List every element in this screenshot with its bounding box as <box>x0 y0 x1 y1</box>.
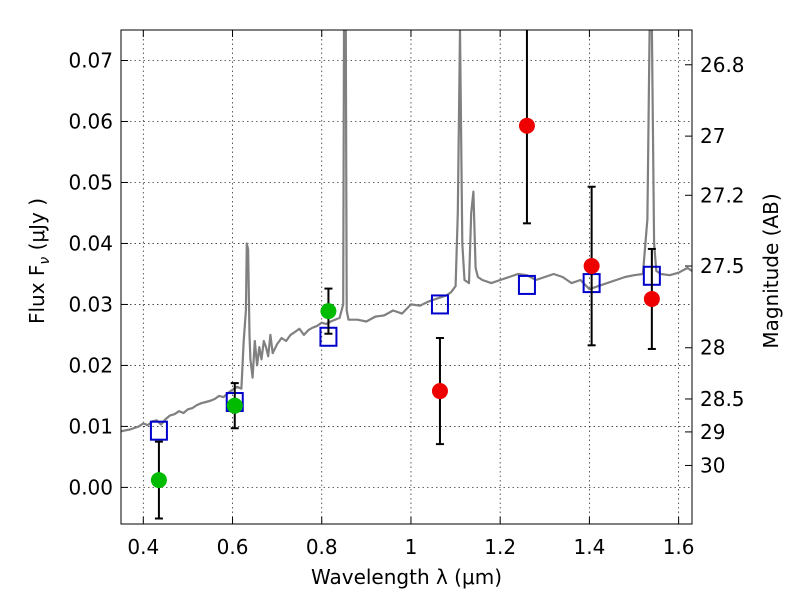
non-detection-point <box>583 258 600 275</box>
y2-tick-label: 29 <box>700 420 725 444</box>
spectrum-line <box>121 30 692 433</box>
y2-tick-label: 27 <box>700 124 725 148</box>
y2-tick-label: 27.2 <box>700 183 745 207</box>
y-axis-label-main: Flux F <box>25 265 49 324</box>
y-tick-label: 0.03 <box>68 292 113 316</box>
y-tick-label: 0.04 <box>68 231 113 255</box>
detection-point <box>226 397 243 414</box>
x-tick-label: 0.6 <box>217 535 249 559</box>
right-axis-label: Magnitude (AB) <box>759 193 783 348</box>
non-detection-point <box>518 117 535 134</box>
grid-layer <box>121 30 692 524</box>
y-tick-label: 0.02 <box>68 353 113 377</box>
model-photometry-square <box>430 294 449 315</box>
y2-tick-label: 26.8 <box>700 53 745 77</box>
axis-layer: 0.4 0.6 0.8 1 1.2 1.4 1.6 0.00 0.01 0.02 0.03 0.04 0… <box>68 30 745 559</box>
y2-tick-label: 28 <box>700 336 725 360</box>
non-detection-point <box>431 383 448 400</box>
y2-tick-label: 28.5 <box>700 387 745 411</box>
detection-point <box>320 303 337 320</box>
y-tick-label: 0.06 <box>68 109 113 133</box>
x-tick-label: 0.8 <box>306 535 338 559</box>
y2-tick-label: 27.5 <box>700 254 745 278</box>
x-tick-label: 1 <box>405 535 418 559</box>
y-tick-label: 0.07 <box>68 48 113 72</box>
x-tick-label: 1.2 <box>484 535 516 559</box>
plot-frame <box>120 29 693 525</box>
detection-point <box>150 472 167 489</box>
non-detection-point <box>643 290 660 307</box>
y-axis-label-unit: (μJy ) <box>25 198 49 257</box>
x-axis-label: Wavelength λ (μm) <box>311 565 502 589</box>
y-axis-label: Flux Fν (μJy ) <box>25 198 53 324</box>
x-tick-label: 1.4 <box>573 535 605 559</box>
model-photometry-square <box>517 274 536 295</box>
y-axis-label-sub: ν <box>37 257 53 265</box>
y-tick-label: 0.00 <box>68 475 113 499</box>
model-photometry-square <box>149 420 168 441</box>
y-tick-label: 0.05 <box>68 170 113 194</box>
data-layer <box>121 30 692 520</box>
y2-tick-label: 30 <box>700 453 725 477</box>
y-tick-label: 0.01 <box>68 414 113 438</box>
x-tick-label: 1.6 <box>663 535 695 559</box>
x-tick-label: 0.4 <box>127 535 159 559</box>
